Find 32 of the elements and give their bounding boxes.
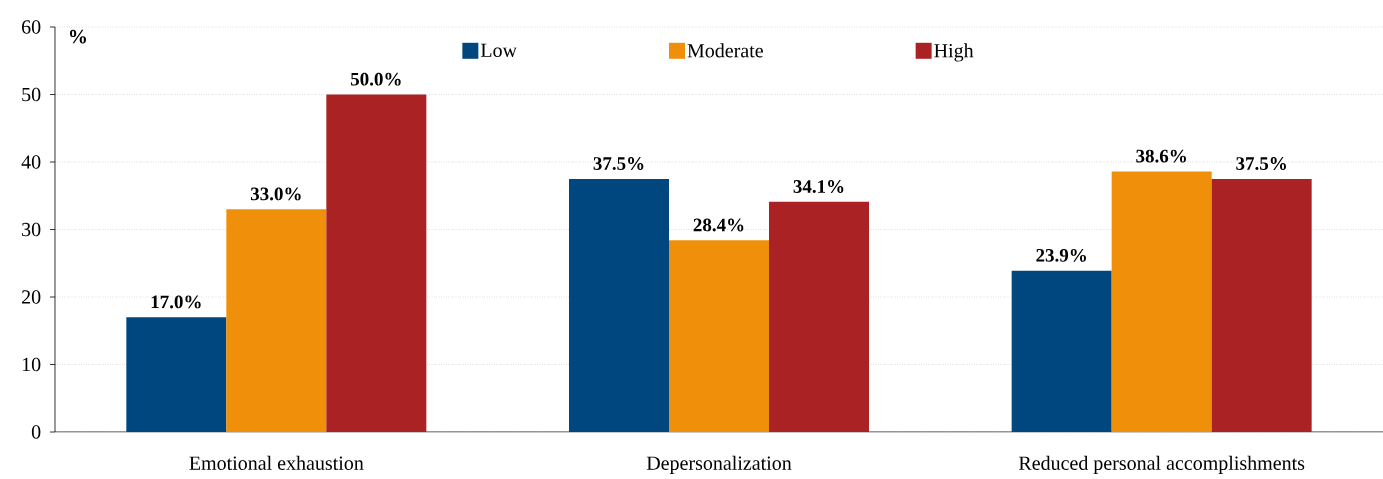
legend-label: High [934, 43, 974, 62]
bar [1011, 270, 1112, 432]
y-tick-label: 10 [22, 357, 41, 372]
data-label: 17.0% [151, 295, 201, 309]
data-label: 33.0% [250, 187, 301, 201]
x-tick-label: Emotional exhaustion [189, 455, 364, 470]
legend-label: Low [480, 43, 517, 58]
y-tick-label: 60 [22, 20, 41, 34]
bar [226, 209, 327, 432]
bar [769, 201, 869, 432]
y-tick-label: 20 [22, 290, 41, 304]
bar [326, 94, 427, 432]
y-axis-title: % [69, 29, 86, 44]
data-label: 23.9% [1036, 248, 1086, 262]
bar [568, 178, 669, 432]
data-label: 50.0% [350, 72, 401, 86]
y-tick-label: 0 [31, 425, 41, 439]
data-label: 28.4% [693, 218, 744, 232]
bar [1211, 178, 1312, 432]
x-tick-label: Reduced personal accomplishments [1018, 455, 1305, 474]
data-label: 37.5% [1236, 157, 1286, 171]
bar [669, 240, 769, 432]
data-label: 38.6% [1136, 149, 1186, 163]
legend-label: Moderate [687, 43, 763, 58]
bar [1111, 171, 1212, 432]
y-tick-label: 50 [22, 87, 41, 102]
data-label: 34.1% [793, 180, 844, 193]
y-tick-label: 40 [21, 155, 41, 169]
x-tick-label: Depersonalization [646, 455, 792, 474]
data-label: 37.5% [593, 157, 644, 171]
bar [126, 317, 227, 432]
y-tick-label: 30 [22, 222, 41, 237]
